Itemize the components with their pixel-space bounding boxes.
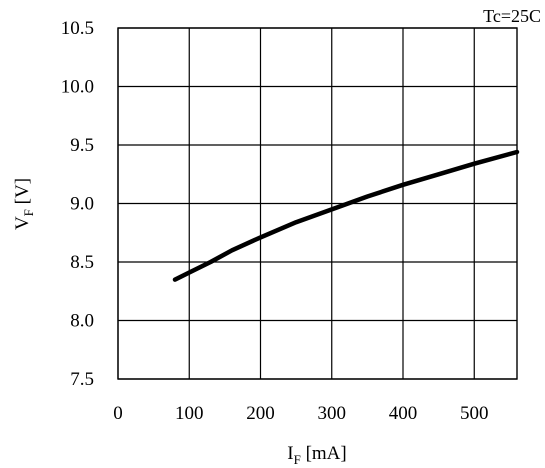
condition-annotation: Tc=25C [483,6,541,26]
y-tick-labels: 7.5 8.0 8.5 9.0 9.5 10.0 10.5 [61,18,94,390]
x-axis-title-unit: [mA] [301,443,347,464]
x-tick-label: 500 [460,403,489,424]
y-tick-label: 7.5 [70,369,94,390]
y-tick-label: 10.5 [61,18,94,39]
x-tick-label: 200 [246,403,275,424]
grid [117,27,517,380]
x-tick-label: 0 [113,403,123,424]
x-axis-title-main: I [287,443,293,464]
x-tick-label: 400 [389,403,418,424]
y-axis-title-unit: [V] [12,178,33,209]
x-axis-title: IF [mA] [287,443,346,467]
x-axis-title-sub: F [294,452,301,467]
series-layer [172,149,520,282]
y-tick-label: 8.5 [70,252,94,273]
vf-if-curve [172,149,520,282]
x-tick-labels: 0 100 200 300 400 500 [113,403,488,424]
y-axis-title-main: V [12,216,33,230]
y-tick-label: 9.5 [70,135,94,156]
y-axis-title: VF [V] [12,178,36,230]
y-tick-label: 10.0 [61,77,94,98]
x-tick-label: 100 [175,403,204,424]
y-axis-title-sub: F [21,209,36,216]
plot-frame [117,27,518,380]
y-tick-label: 8.0 [70,311,94,332]
y-tick-label: 9.0 [70,194,94,215]
x-tick-label: 300 [318,403,347,424]
